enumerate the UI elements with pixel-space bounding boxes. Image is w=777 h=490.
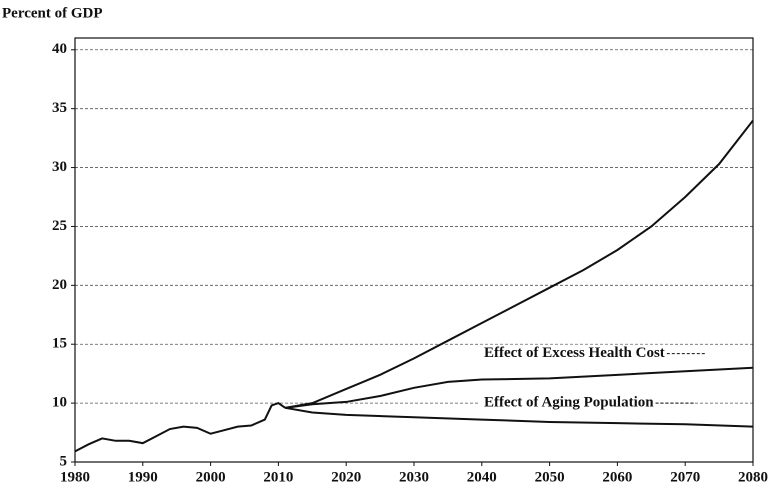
x-tick-label: 2030 (399, 469, 429, 485)
series-line (285, 406, 754, 428)
series-line (285, 366, 754, 409)
x-tick-label: 2070 (670, 469, 700, 485)
x-tick-label: 1980 (60, 469, 90, 485)
series-line (285, 119, 754, 409)
x-tick-label: 2060 (602, 469, 632, 485)
series-line (74, 401, 286, 453)
annotation: Effect of Excess Health Cost (484, 345, 665, 361)
x-tick-label: 2010 (263, 469, 293, 485)
y-tick-label: 10 (52, 395, 67, 411)
y-tick-label: 30 (52, 159, 67, 175)
y-tick-label: 15 (52, 336, 67, 352)
x-tick-label: 2000 (196, 469, 226, 485)
x-tick-label: 2020 (331, 469, 361, 485)
x-tick-label: 2040 (467, 469, 497, 485)
y-tick-label: 40 (52, 41, 67, 57)
x-tick-label: 2080 (738, 469, 768, 485)
y-tick-label: 25 (52, 218, 67, 234)
y-axis-label: Percent of GDP (2, 5, 103, 21)
annotation: Effect of Aging Population (484, 395, 654, 411)
x-tick-label: 1990 (128, 469, 158, 485)
y-tick-label: 20 (52, 277, 67, 293)
y-tick-label: 35 (52, 100, 67, 116)
annotation-bg (480, 394, 658, 413)
x-tick-label: 2050 (535, 469, 565, 485)
plot-frame (74, 37, 754, 463)
y-tick-label: 5 (60, 453, 68, 469)
annotation-bg (480, 344, 669, 363)
